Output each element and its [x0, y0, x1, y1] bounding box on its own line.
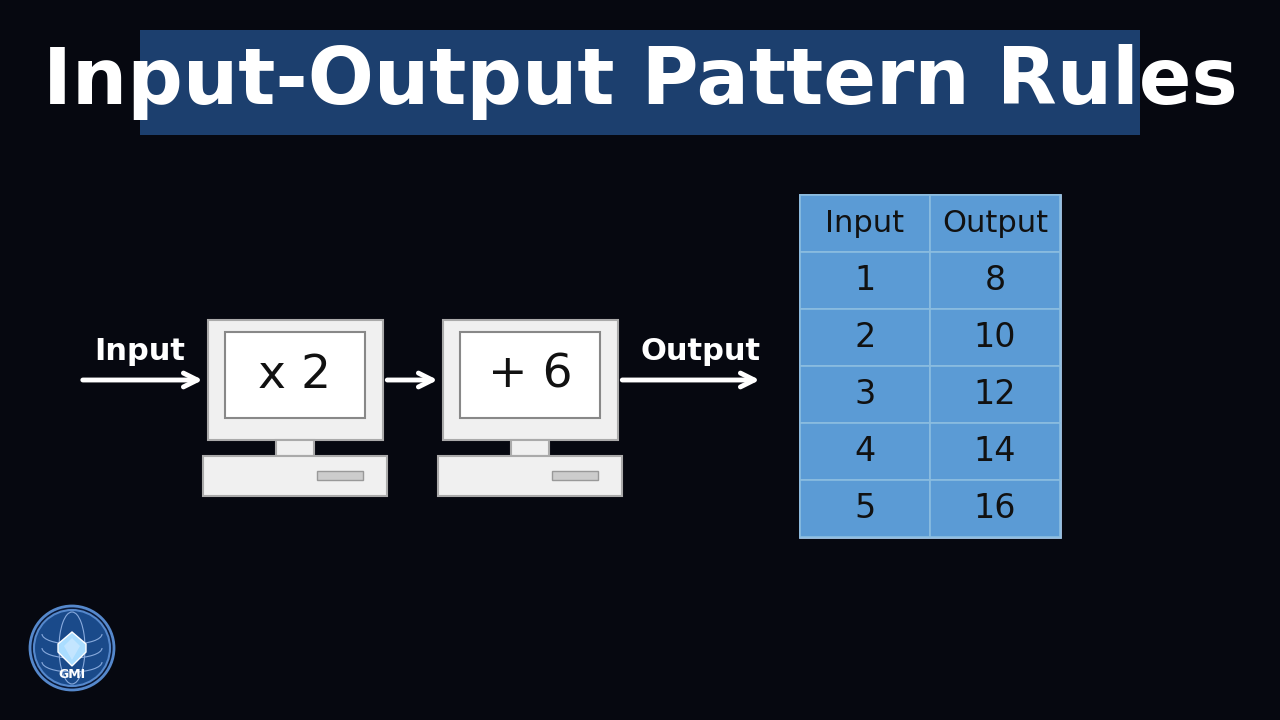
Bar: [800, 195, 931, 252]
Text: 8: 8: [984, 264, 1006, 297]
Bar: [800, 252, 931, 309]
Text: 12: 12: [974, 378, 1016, 411]
Bar: [800, 480, 931, 537]
Bar: [552, 471, 598, 480]
Text: 14: 14: [974, 435, 1016, 468]
Polygon shape: [64, 638, 79, 660]
Text: 4: 4: [854, 435, 876, 468]
Bar: [275, 440, 315, 456]
Bar: [931, 480, 1060, 537]
Circle shape: [35, 610, 110, 686]
Bar: [931, 423, 1060, 480]
Text: Output: Output: [942, 209, 1048, 238]
Text: Input: Input: [95, 338, 186, 366]
Text: 1: 1: [854, 264, 876, 297]
Bar: [931, 309, 1060, 366]
Text: GMI: GMI: [59, 667, 86, 680]
Polygon shape: [58, 632, 86, 666]
Text: 2: 2: [854, 321, 876, 354]
Text: + 6: + 6: [488, 353, 572, 397]
Text: 5: 5: [854, 492, 876, 525]
Bar: [207, 320, 383, 440]
Text: Output: Output: [641, 338, 762, 366]
Bar: [931, 195, 1060, 252]
Bar: [204, 456, 387, 496]
Text: 10: 10: [974, 321, 1016, 354]
Text: 16: 16: [974, 492, 1016, 525]
Circle shape: [29, 606, 114, 690]
Bar: [931, 252, 1060, 309]
Bar: [931, 366, 1060, 423]
Bar: [800, 423, 931, 480]
Bar: [317, 471, 364, 480]
Bar: [800, 366, 931, 423]
Bar: [225, 332, 365, 418]
Bar: [443, 320, 617, 440]
Bar: [800, 195, 1060, 537]
Text: x 2: x 2: [259, 353, 332, 397]
Bar: [140, 30, 1140, 135]
Bar: [511, 440, 549, 456]
Text: Input: Input: [826, 209, 905, 238]
Text: Input-Output Pattern Rules: Input-Output Pattern Rules: [42, 45, 1238, 120]
Text: 3: 3: [854, 378, 876, 411]
Bar: [438, 456, 622, 496]
Bar: [460, 332, 600, 418]
Bar: [800, 309, 931, 366]
